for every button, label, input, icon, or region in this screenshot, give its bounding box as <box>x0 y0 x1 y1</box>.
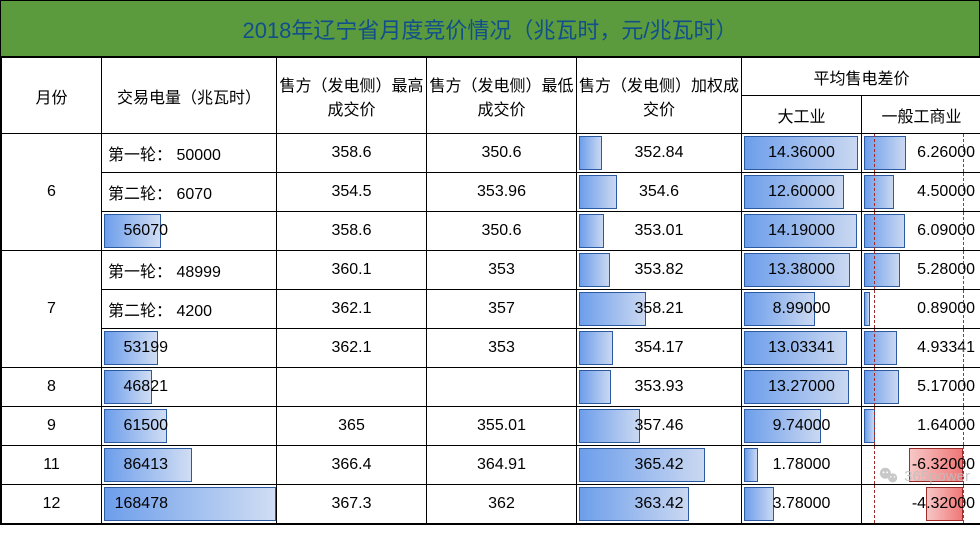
min-price-cell: 350.6 <box>427 134 577 173</box>
big-industry-cell: 9.74000 <box>742 407 862 446</box>
month-cell: 6 <box>2 134 102 251</box>
table-row: 12168478367.3362363.423.78000-4.32000 <box>2 485 980 524</box>
table-header: 月份 交易电量（兆瓦时） 售方（发电侧）最高成交价 售方（发电侧）最低成交价 售… <box>2 58 980 134</box>
wechat-icon <box>878 465 900 487</box>
general-commercial-cell: 4.50000 <box>862 173 980 212</box>
month-cell: 8 <box>2 368 102 407</box>
big-industry-cell: 12.60000 <box>742 173 862 212</box>
general-commercial-cell: 4.93341 <box>862 329 980 368</box>
weighted-price-cell: 353.01 <box>577 212 742 251</box>
month-cell: 11 <box>2 446 102 485</box>
volume-cell: 168478 <box>102 485 277 524</box>
big-industry-cell: 14.36000 <box>742 134 862 173</box>
table-row: 7第一轮： 48999360.1353353.8213.380005.28000 <box>2 251 980 290</box>
table-row: 6第一轮： 50000358.6350.6352.8414.360006.260… <box>2 134 980 173</box>
table-body: 6第一轮： 50000358.6350.6352.8414.360006.260… <box>2 134 980 524</box>
month-cell: 12 <box>2 485 102 524</box>
month-cell: 9 <box>2 407 102 446</box>
general-commercial-cell: -4.32000 <box>862 485 980 524</box>
weighted-price-cell: 354.17 <box>577 329 742 368</box>
table-row: 53199362.1353354.1713.033414.93341 <box>2 329 980 368</box>
min-price-cell: 350.6 <box>427 212 577 251</box>
month-cell: 7 <box>2 251 102 368</box>
weighted-price-cell: 358.21 <box>577 290 742 329</box>
min-price-cell: 364.91 <box>427 446 577 485</box>
big-industry-cell: 1.78000 <box>742 446 862 485</box>
weighted-price-cell: 357.46 <box>577 407 742 446</box>
min-price-cell <box>427 368 577 407</box>
page-container: 2018年辽宁省月度竞价情况（兆瓦时，元/兆瓦时） 月份 交易电量（兆瓦时） 售… <box>0 0 980 525</box>
max-price-cell: 358.6 <box>277 212 427 251</box>
general-commercial-cell: 5.17000 <box>862 368 980 407</box>
min-price-cell: 362 <box>427 485 577 524</box>
header-max-price: 售方（发电侧）最高成交价 <box>277 58 427 134</box>
watermark: 365power <box>878 465 970 487</box>
weighted-price-cell: 363.42 <box>577 485 742 524</box>
max-price-cell: 360.1 <box>277 251 427 290</box>
max-price-cell: 354.5 <box>277 173 427 212</box>
min-price-cell: 353 <box>427 329 577 368</box>
volume-cell: 86413 <box>102 446 277 485</box>
volume-cell: 56070 <box>102 212 277 251</box>
header-min-price: 售方（发电侧）最低成交价 <box>427 58 577 134</box>
watermark-text: 365power <box>904 468 970 485</box>
big-industry-cell: 13.27000 <box>742 368 862 407</box>
volume-cell: 61500 <box>102 407 277 446</box>
weighted-price-cell: 365.42 <box>577 446 742 485</box>
max-price-cell: 362.1 <box>277 290 427 329</box>
table-row: 56070358.6350.6353.0114.190006.09000 <box>2 212 980 251</box>
max-price-cell: 366.4 <box>277 446 427 485</box>
header-avg-diff: 平均售电差价 <box>742 58 980 96</box>
general-commercial-cell: 6.09000 <box>862 212 980 251</box>
big-industry-cell: 3.78000 <box>742 485 862 524</box>
min-price-cell: 353.96 <box>427 173 577 212</box>
general-commercial-cell: 5.28000 <box>862 251 980 290</box>
table-row: 1186413366.4364.91365.421.78000-6.32000 <box>2 446 980 485</box>
header-month: 月份 <box>2 58 102 134</box>
min-price-cell: 357 <box>427 290 577 329</box>
table-title: 2018年辽宁省月度竞价情况（兆瓦时，元/兆瓦时） <box>1 1 979 57</box>
max-price-cell <box>277 368 427 407</box>
volume-cell: 53199 <box>102 329 277 368</box>
header-volume: 交易电量（兆瓦时） <box>102 58 277 134</box>
table-row: 第二轮： 4200362.1357358.218.990000.89000 <box>2 290 980 329</box>
table-row: 961500365355.01357.469.740001.64000 <box>2 407 980 446</box>
weighted-price-cell: 353.82 <box>577 251 742 290</box>
volume-cell: 第二轮： 6070 <box>102 173 277 212</box>
big-industry-cell: 13.03341 <box>742 329 862 368</box>
weighted-price-cell: 353.93 <box>577 368 742 407</box>
volume-cell: 第一轮： 48999 <box>102 251 277 290</box>
weighted-price-cell: 352.84 <box>577 134 742 173</box>
max-price-cell: 358.6 <box>277 134 427 173</box>
general-commercial-cell: 0.89000 <box>862 290 980 329</box>
max-price-cell: 365 <box>277 407 427 446</box>
volume-cell: 46821 <box>102 368 277 407</box>
table-row: 第二轮： 6070354.5353.96354.612.600004.50000 <box>2 173 980 212</box>
max-price-cell: 362.1 <box>277 329 427 368</box>
big-industry-cell: 13.38000 <box>742 251 862 290</box>
min-price-cell: 355.01 <box>427 407 577 446</box>
min-price-cell: 353 <box>427 251 577 290</box>
data-table: 月份 交易电量（兆瓦时） 售方（发电侧）最高成交价 售方（发电侧）最低成交价 售… <box>1 57 980 524</box>
header-weighted-price: 售方（发电侧）加权成交价 <box>577 58 742 134</box>
general-commercial-cell: 1.64000 <box>862 407 980 446</box>
general-commercial-cell: 6.26000 <box>862 134 980 173</box>
volume-cell: 第一轮： 50000 <box>102 134 277 173</box>
volume-cell: 第二轮： 4200 <box>102 290 277 329</box>
big-industry-cell: 8.99000 <box>742 290 862 329</box>
header-general-commercial: 一般工商业 <box>862 96 980 134</box>
header-big-industry: 大工业 <box>742 96 862 134</box>
max-price-cell: 367.3 <box>277 485 427 524</box>
big-industry-cell: 14.19000 <box>742 212 862 251</box>
weighted-price-cell: 354.6 <box>577 173 742 212</box>
table-row: 846821 353.9313.270005.17000 <box>2 368 980 407</box>
